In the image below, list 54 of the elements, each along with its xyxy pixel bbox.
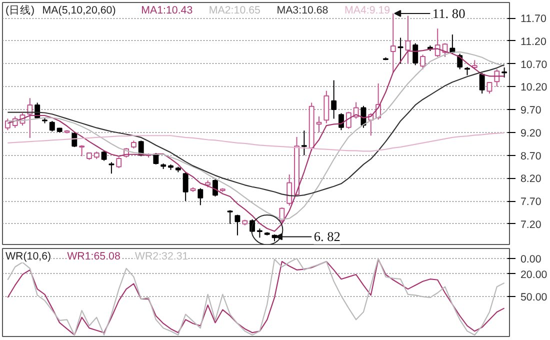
candlestick [486, 82, 492, 94]
candlestick [457, 53, 463, 70]
candlestick [398, 37, 404, 64]
annotation: 11. 80 [432, 6, 466, 21]
text: MA2:10.65 [208, 4, 261, 16]
y-tick-label: 11.70 [520, 13, 546, 26]
chart-subtitle: MA(5,10,20,60) [42, 4, 116, 16]
candlestick [502, 66, 508, 78]
y-tick-label: 7.20 [520, 218, 542, 231]
text: MA4:9.19 [344, 4, 390, 16]
candlestick [420, 54, 426, 70]
candlestick [434, 28, 440, 58]
candlestick [479, 72, 485, 94]
y-tick-label: 50.00 [520, 292, 548, 304]
candlestick [108, 162, 114, 174]
candlestick [182, 172, 188, 202]
candlestick [472, 60, 478, 70]
candlestick [405, 15, 411, 64]
y-tick-label: 10.70 [520, 58, 548, 71]
candlestick [412, 42, 418, 66]
text: WR1:65.08 [67, 250, 120, 262]
y-tick-label: 7.70 [520, 196, 542, 208]
candlestick [101, 150, 107, 162]
candlestick [353, 102, 359, 120]
y-tick-label: 20.00 [520, 268, 548, 281]
y-tick-label: 0.00 [520, 253, 542, 266]
candlestick [256, 228, 262, 238]
chart-title: WR(10,6) [6, 250, 52, 262]
annotation: 6. 82 [314, 229, 340, 244]
candlestick [116, 156, 122, 169]
y-tick-label: 9.70 [520, 104, 542, 117]
candlestick [286, 174, 292, 206]
candlestick [301, 130, 307, 156]
candlestick [153, 152, 159, 165]
y-tick-label: 8.70 [520, 150, 542, 162]
y-tick-label: 10.20 [520, 82, 548, 94]
candlestick [390, 12, 396, 74]
candlestick [234, 214, 240, 236]
y-tick-label: 11.20 [520, 36, 546, 48]
candlestick [331, 80, 337, 120]
chart-title: (日线) [6, 4, 35, 16]
y-tick-label: 9.20 [520, 127, 542, 140]
candlestick [79, 144, 85, 157]
series-label: WR2:32.31 [134, 250, 188, 262]
candlestick [49, 120, 55, 132]
y-tick-label: 8.20 [520, 173, 542, 186]
candlestick [212, 178, 218, 197]
candlestick [494, 68, 500, 88]
text: MA3:10.68 [276, 4, 328, 16]
text: MA1:10.43 [141, 4, 193, 16]
candlestick [450, 34, 456, 54]
line-series [7, 132, 505, 152]
candlestick [198, 188, 204, 206]
candlestick [227, 210, 233, 224]
